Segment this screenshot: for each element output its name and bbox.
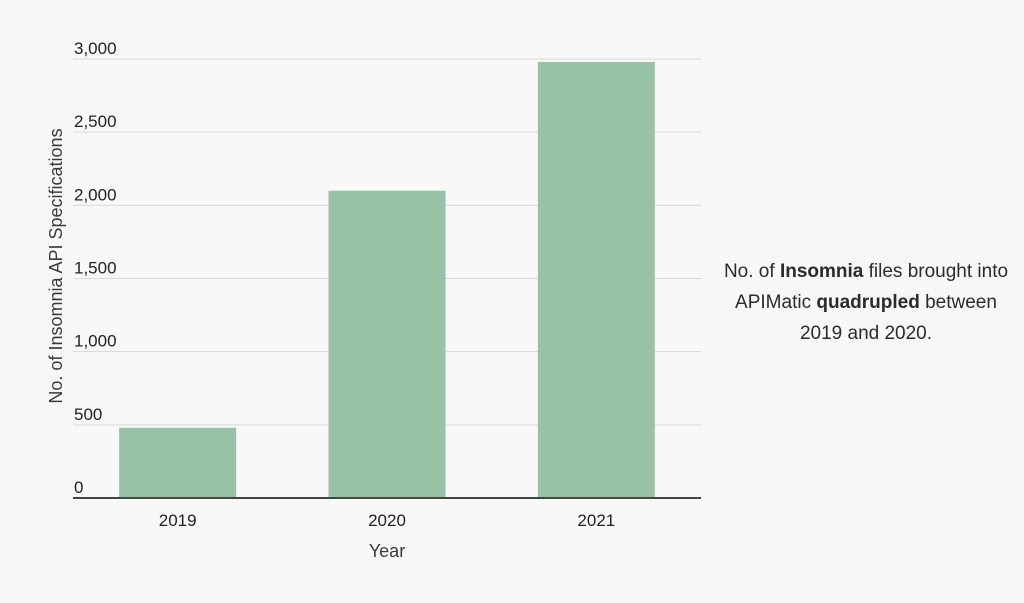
y-tick-label: 500 — [74, 405, 102, 424]
x-tick-label: 2021 — [577, 511, 615, 530]
x-axis-ticks: 2019 2020 2021 — [159, 511, 615, 530]
y-tick-label: 3,000 — [74, 39, 117, 58]
annotation-text: No. of Insomnia files brought into APIMa… — [716, 256, 1016, 349]
annotation-part-1: No. of — [723, 261, 780, 282]
bar-2021 — [537, 61, 655, 498]
x-tick-label: 2019 — [159, 511, 197, 530]
y-tick-label: 2,500 — [74, 112, 117, 131]
y-tick-label: 2,000 — [74, 185, 117, 204]
annotation-highlight-insomnia: Insomnia — [779, 261, 864, 282]
annotation-highlight-quadrupled: quadrupled — [816, 292, 920, 313]
y-tick-label: 1,000 — [74, 332, 117, 351]
bar-2020 — [328, 190, 446, 498]
bar-2019 — [119, 427, 237, 498]
y-axis-title: No. of Insomnia API Specifications — [46, 128, 66, 403]
annotation-part-5: between 2019 and 2020. — [799, 292, 997, 344]
y-tick-label: 0 — [74, 478, 83, 497]
x-tick-label: 2020 — [368, 511, 406, 530]
bars — [119, 61, 655, 498]
y-tick-label: 1,500 — [74, 259, 117, 278]
x-axis-title: Year — [369, 541, 405, 561]
annotation-part-3: files brought into APIMatic — [735, 261, 1009, 313]
y-axis-ticks: 0 500 1,000 1,500 2,000 2,500 3,000 — [74, 39, 117, 497]
